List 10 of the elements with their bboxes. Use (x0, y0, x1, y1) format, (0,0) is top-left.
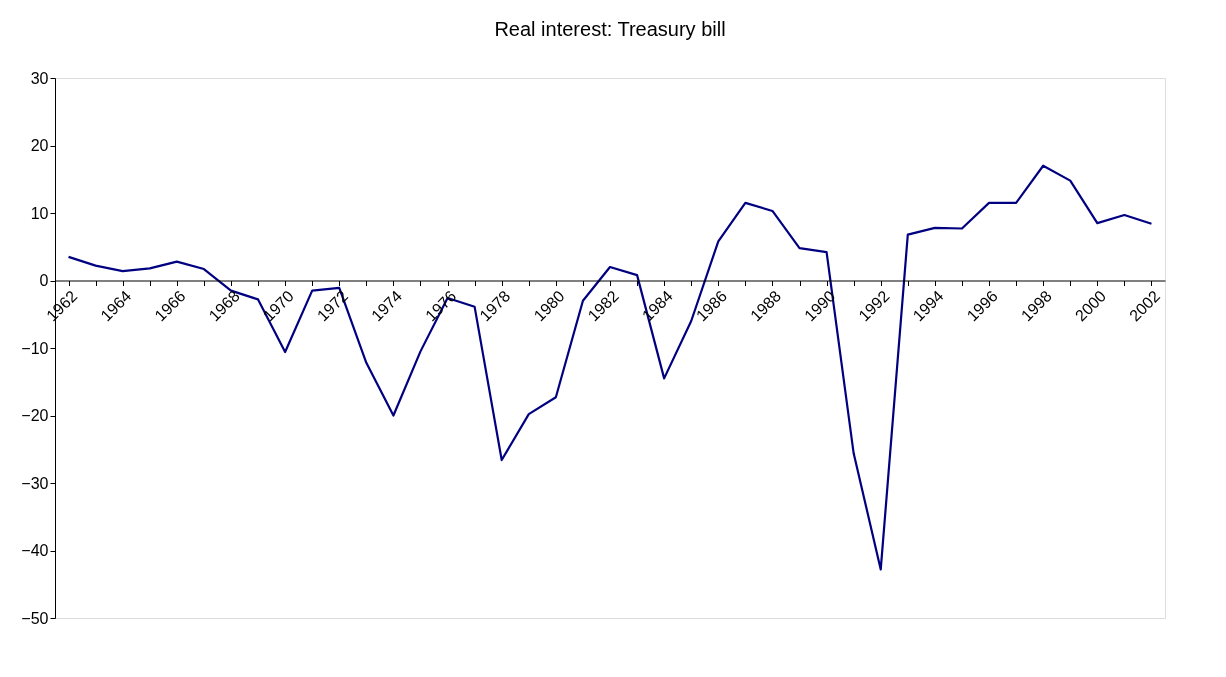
y-tick-label: 20 (30, 137, 49, 154)
y-tick-label: 0 (39, 272, 49, 289)
y-tick-label: −40 (21, 542, 49, 559)
y-tick-label: −30 (21, 474, 49, 492)
chart-title: Real interest: Treasury bill (494, 18, 726, 40)
y-tick-label: −20 (21, 407, 49, 424)
y-tick-label: 10 (30, 204, 49, 222)
y-tick-label: 30 (30, 69, 49, 87)
y-tick-label: −50 (21, 609, 49, 627)
y-tick-label: −10 (21, 339, 49, 357)
